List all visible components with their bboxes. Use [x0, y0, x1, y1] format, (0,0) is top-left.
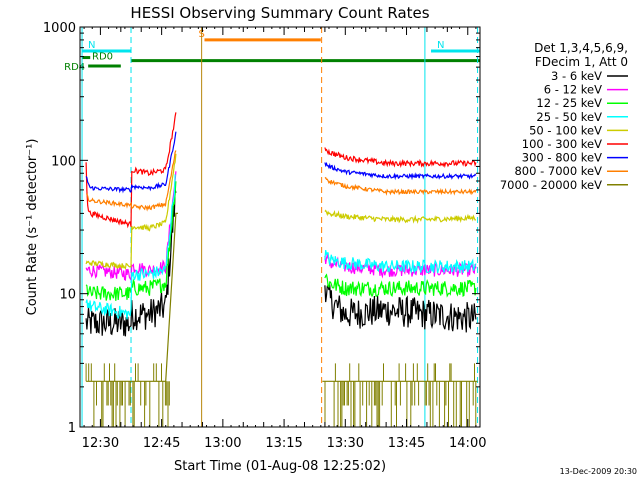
series-line-25-50-kev-1: [324, 249, 477, 275]
y-tick-label-3: 1000: [43, 21, 76, 36]
legend-label-6-12-kev: 6 - 12 keV: [544, 83, 602, 97]
flag-label-rd0-3: RD0: [92, 52, 113, 63]
series-line-50-100-kev-0: [85, 153, 177, 270]
series-line-6-12-kev-0: [85, 171, 177, 282]
legend-label-300-800-kev: 300 - 800 keV: [522, 151, 602, 165]
series-line-300-800-kev-1: [324, 161, 477, 181]
series-spikes-7000-20000-kev-0: [85, 363, 170, 427]
series-line-100-300-kev-0: [85, 112, 177, 229]
legend-label-7000-20000-kev: 7000 - 20000 keV: [500, 178, 602, 192]
series-line-25-50-kev-0: [85, 174, 177, 320]
chart-title: HESSI Observing Summary Count Rates: [130, 4, 429, 22]
flag-label-n-0: N: [88, 40, 95, 51]
series-line-3-6-kev-0: [85, 189, 177, 337]
y-tick-label-2: 100: [51, 154, 76, 169]
series-line-7000-20000-kev-0: [86, 212, 178, 382]
series-spikes-7000-20000-kev-1: [324, 363, 477, 427]
x-axis-label: Start Time (01-Aug-08 12:25:02): [174, 459, 386, 474]
y-tick-label-0: 1: [68, 421, 76, 436]
legend-label-100-300-kev: 100 - 300 keV: [522, 137, 602, 151]
y-axis-label: Count Rate (s⁻¹ detector⁻¹): [25, 139, 40, 316]
legend-header-line-2: FDecim 1, Att 0: [535, 55, 628, 69]
flag-label-n-1: N: [437, 40, 444, 51]
series-line-300-800-kev-0: [85, 131, 177, 194]
series-line-50-100-kev-1: [324, 209, 477, 224]
series-line-800-7000-kev-1: [324, 176, 477, 196]
x-tick-label-0: 12:30: [82, 436, 119, 451]
legend-label-50-100-kev: 50 - 100 keV: [529, 123, 602, 137]
x-tick-label-4: 13:30: [327, 436, 364, 451]
legend-label-12-25-kev: 12 - 25 keV: [536, 96, 602, 110]
series-line-100-300-kev-1: [324, 147, 477, 169]
y-tick-label-1: 10: [59, 288, 76, 303]
x-tick-label-2: 13:00: [204, 436, 241, 451]
x-tick-label-1: 12:45: [143, 436, 180, 451]
series-line-3-6-kev-1: [324, 284, 477, 333]
legend-label-25-50-kev: 25 - 50 keV: [536, 110, 602, 124]
legend-label-800-7000-kev: 800 - 7000 keV: [514, 164, 602, 178]
series-line-12-25-kev-1: [324, 273, 477, 298]
footer-date: 13-Dec-2009 20:30: [560, 467, 637, 476]
series-line-800-7000-kev-0: [85, 150, 177, 212]
legend-label-3-6-kev: 3 - 6 keV: [551, 69, 602, 83]
x-tick-label-3: 13:15: [265, 436, 302, 451]
flag-label-rd4-4: RD4: [64, 62, 85, 73]
x-tick-label-6: 14:00: [449, 436, 486, 451]
legend-header-line-1: Det 1,3,4,5,6,9,: [534, 41, 628, 55]
x-tick-label-5: 13:45: [388, 436, 425, 451]
